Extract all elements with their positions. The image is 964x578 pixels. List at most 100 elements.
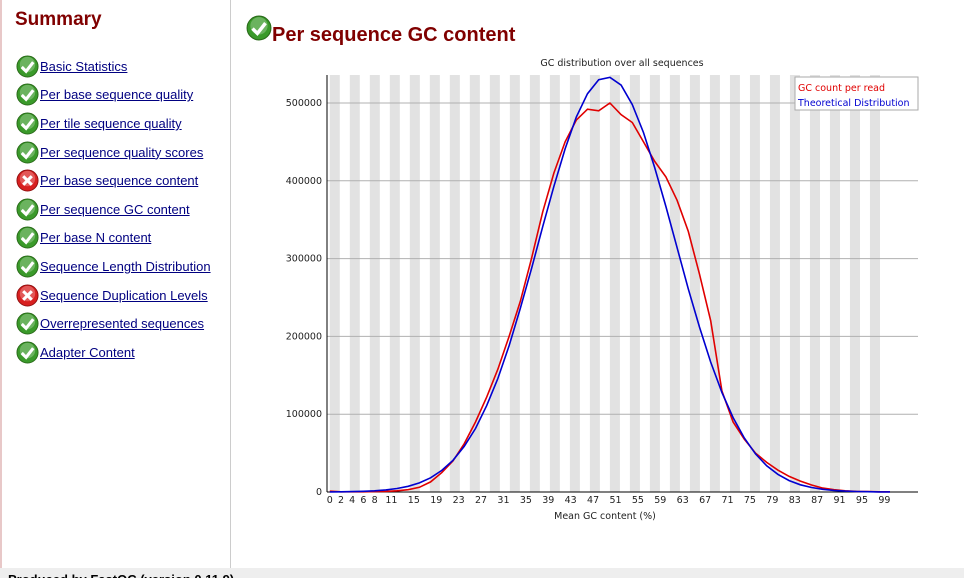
x-tick-label: 87 [811,495,823,506]
x-tick-label: 11 [385,495,397,506]
module-link[interactable]: Sequence Length Distribution [40,258,211,274]
legend-entry: GC count per read [798,83,885,94]
module-link[interactable]: Overrepresented sequences [40,316,205,332]
legend-box [794,76,919,111]
stripe [409,75,420,492]
x-tick-label: 71 [721,495,733,506]
module-item: Per sequence quality scores [16,138,211,167]
stripe [829,75,840,492]
stripe [749,75,760,492]
module-item: Per base sequence content [16,166,211,195]
series-line [329,101,890,493]
module-link[interactable]: Per sequence quality scores [40,144,204,160]
stripe [809,75,820,492]
stripe [529,75,540,492]
module-link[interactable]: Per base N content [40,230,152,246]
x-tick-label: 95 [856,495,868,506]
module-item: Per base N content [16,224,211,253]
y-tick-label: 300000 [286,254,322,265]
status-icon [16,198,39,221]
status-icon [16,341,39,364]
x-tick-label: 35 [520,495,532,506]
x-tick-label: 6 [360,495,366,506]
x-tick-label: 39 [542,495,554,506]
stripe [609,75,620,492]
stripe [389,75,400,492]
stripe [489,75,500,492]
x-tick-label: 8 [372,495,378,506]
stripe [709,75,720,492]
status-icon [16,141,39,164]
module-header: Per sequence GC content [246,14,515,47]
x-tick-label: 59 [654,495,666,506]
x-tick-label: 63 [677,495,689,506]
module-item: Per base sequence quality [16,81,211,110]
status-icon [246,15,272,46]
series-line [329,76,890,493]
x-tick-label: 79 [766,495,778,506]
stripe [429,75,440,492]
footer-text: Produced by FastQC (version 0.11.9) [8,572,234,578]
module-list: Basic Statistics Per base sequence qualit… [16,52,211,367]
status-icon [16,112,39,135]
module-title: Per sequence GC content [272,24,516,46]
y-tick-label: 200000 [286,331,322,342]
status-icon [16,255,39,278]
module-link[interactable]: Per tile sequence quality [40,115,182,131]
y-tick-label: 400000 [286,176,322,187]
module-item: Per tile sequence quality [16,109,211,138]
stripe [789,75,800,492]
x-tick-label: 67 [699,495,711,506]
x-tick-label: 27 [475,495,487,506]
y-tick-label: 500000 [286,98,322,109]
module-link[interactable]: Sequence Duplication Levels [40,287,208,303]
sidebar: Summary Basic Statistics Per base sequenc… [0,0,231,568]
stripe [629,75,640,492]
module-item: Basic Statistics [16,52,211,81]
status-icon [16,169,39,192]
status-icon [16,312,39,335]
x-tick-label: 91 [834,495,846,506]
x-tick-label: 15 [408,495,420,506]
x-tick-label: 2 [338,495,344,506]
stripe [569,75,580,492]
stripe [869,75,880,492]
stripe [349,75,360,492]
stripe [509,75,520,492]
x-tick-label: 83 [789,495,801,506]
module-item: Per sequence GC content [16,195,211,224]
module-link[interactable]: Per sequence GC content [40,201,190,217]
stripe [649,75,660,492]
x-tick-label: 51 [609,495,621,506]
stripe [549,75,560,492]
stripe [329,75,340,492]
stripe [849,75,860,492]
module-link[interactable]: Per base sequence quality [40,87,194,103]
x-tick-label: 4 [349,495,355,506]
summary-title: Summary [15,9,102,30]
module-link[interactable]: Adapter Content [40,344,135,360]
x-tick-label: 0 [327,495,333,506]
status-icon [246,15,272,41]
x-axis-label: Mean GC content (%) [554,511,656,522]
x-tick-label: 43 [565,495,577,506]
stripe [469,75,480,492]
chart-title: GC distribution over all sequences [540,58,703,69]
module-item: Overrepresented sequences [16,309,211,338]
stripe [669,75,680,492]
x-tick-label: 99 [878,495,890,506]
status-icon [16,55,39,78]
x-tick-label: 31 [497,495,509,506]
stripe [369,75,380,492]
footer: Produced by FastQC (version 0.11.9) [0,568,964,578]
stripe [729,75,740,492]
status-icon [16,284,39,307]
module-link[interactable]: Basic Statistics [40,58,128,74]
module-item: Sequence Duplication Levels [16,281,211,310]
y-tick-label: 100000 [286,409,322,420]
module-link[interactable]: Per base sequence content [40,173,199,189]
stripe [689,75,700,492]
stripe [449,75,460,492]
